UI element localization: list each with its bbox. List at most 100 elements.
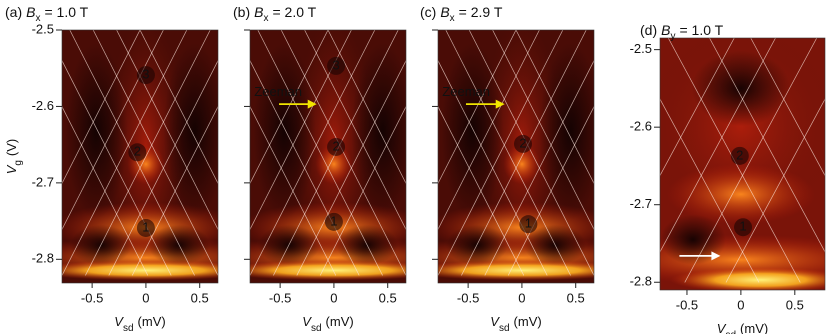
panel-title: (d) By = 1.0 T xyxy=(640,22,724,42)
x-tick-label: 0.5 xyxy=(191,290,209,305)
arrow-head xyxy=(495,99,505,109)
arrow-head xyxy=(711,251,721,261)
guide-line xyxy=(709,38,825,253)
ylabel-unit: (V) xyxy=(4,139,19,156)
panel-title: (c) Bx = 2.9 T xyxy=(420,4,503,24)
guide-line xyxy=(468,30,594,276)
field: B xyxy=(440,4,449,20)
guide-line xyxy=(250,105,337,276)
y-tick-label: -2.8 xyxy=(32,251,54,266)
guide-line xyxy=(660,98,760,283)
annotation: Zeeman xyxy=(442,84,490,99)
field-sub: y xyxy=(670,31,675,42)
xlabel-sub: sd xyxy=(123,323,134,334)
guide-line xyxy=(62,30,188,276)
arrow-head xyxy=(307,99,317,109)
field-value: = 2.0 T xyxy=(272,4,316,20)
guide-line xyxy=(280,30,406,276)
plot-frame xyxy=(61,29,219,284)
guide-line xyxy=(327,30,406,185)
heatmap-glow xyxy=(351,42,406,220)
guide-line xyxy=(438,105,525,276)
xlabel: V xyxy=(490,314,500,329)
heatmap-glow xyxy=(250,260,406,281)
guide-line xyxy=(116,30,218,231)
panel-title: (b) Bx = 2.0 T xyxy=(233,4,317,24)
xlabel-sub: sd xyxy=(311,323,322,334)
field-value: = 1.0 T xyxy=(679,22,723,38)
panel: (a) xyxy=(5,4,22,20)
x-tick-label: 0.5 xyxy=(379,290,397,305)
xlabel-unit: (mV) xyxy=(740,321,768,334)
heatmap-glow xyxy=(65,42,128,220)
annotation-backdrop xyxy=(128,143,147,162)
xlabel-unit: (mV) xyxy=(514,314,542,329)
heatmap-glow xyxy=(163,42,218,220)
xlabel: V xyxy=(114,314,124,329)
ylabel-sub: g xyxy=(13,160,24,166)
x-tick-label: 0 xyxy=(737,297,744,312)
field-sub: x xyxy=(450,13,455,24)
field-sub: x xyxy=(263,13,268,24)
heatmap-glow xyxy=(691,50,791,127)
guide-line xyxy=(62,105,149,276)
guide-line xyxy=(684,38,818,283)
xlabel-unit: (mV) xyxy=(138,314,166,329)
plot-frame xyxy=(437,29,595,284)
annotation-backdrop xyxy=(324,212,343,231)
field-sub: x xyxy=(35,13,40,24)
annotation-backdrop xyxy=(327,137,346,156)
heatmap-glow xyxy=(253,42,316,220)
annotation-backdrop xyxy=(730,146,749,165)
y-tick-label: -2.5 xyxy=(32,21,54,36)
y-tick-label: -2.8 xyxy=(630,274,652,289)
heatmap-glow xyxy=(669,267,825,290)
annotation: 3 xyxy=(332,57,339,72)
label: Vsd (mV) xyxy=(114,314,165,334)
x-tick-label: 0 xyxy=(142,290,149,305)
y-tick-label: -2.6 xyxy=(630,119,652,134)
annotation: 2 xyxy=(134,144,141,159)
guide-line xyxy=(515,30,594,185)
x-tick-label: 0 xyxy=(518,290,525,305)
field: B xyxy=(254,4,263,20)
guide-line xyxy=(492,30,594,231)
annotation-backdrop xyxy=(136,66,155,85)
field-value: = 2.9 T xyxy=(459,4,503,20)
guide-line xyxy=(108,59,218,276)
xlabel-unit: (mV) xyxy=(326,314,354,329)
annotation: 3 xyxy=(142,67,149,82)
annotation-backdrop xyxy=(513,134,532,153)
heatmap xyxy=(438,30,594,283)
guide-line xyxy=(445,30,571,276)
panel: (c) xyxy=(420,4,436,20)
annotation: 1 xyxy=(142,219,149,234)
annotation: 1 xyxy=(525,216,532,231)
heatmap-glow xyxy=(539,42,594,220)
label: Vsd (mV) xyxy=(302,314,353,334)
panel-title: (a) Bx = 1.0 T xyxy=(5,4,89,24)
guide-line xyxy=(250,30,376,276)
y-tick-label: -2.7 xyxy=(630,196,652,211)
annotation: 2 xyxy=(736,147,743,162)
guide-line xyxy=(62,30,141,185)
annotation: 2 xyxy=(332,138,339,153)
xlabel: V xyxy=(717,321,727,334)
guide-line xyxy=(85,30,211,276)
xlabel-sub: sd xyxy=(725,330,736,334)
guide-line xyxy=(250,30,329,185)
guide-line xyxy=(484,59,594,276)
label: Vg (V) xyxy=(4,139,24,175)
x-tick-label: 0.5 xyxy=(786,297,804,312)
annotation-backdrop xyxy=(327,56,346,75)
guide-line xyxy=(660,38,735,177)
x-tick-label: 0 xyxy=(330,290,337,305)
heatmap-glow xyxy=(438,260,594,281)
field: B xyxy=(661,22,670,38)
y-tick-label: -2.6 xyxy=(32,98,54,113)
guide-line xyxy=(319,105,406,276)
xlabel-sub: sd xyxy=(499,323,510,334)
guide-line xyxy=(296,59,406,276)
y-tick-label: -2.7 xyxy=(32,174,54,189)
heatmap-glow xyxy=(441,42,504,220)
